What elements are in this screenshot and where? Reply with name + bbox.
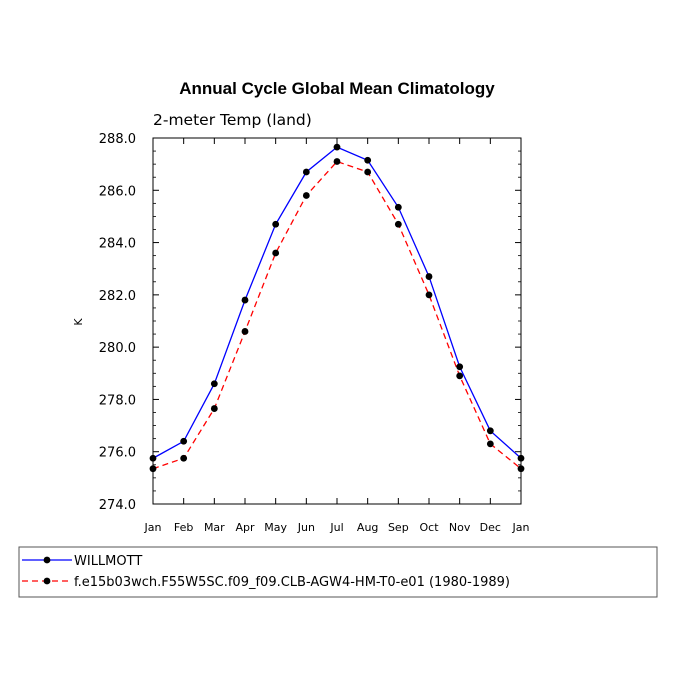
series-2-point	[241, 328, 249, 335]
chart-title: Annual Cycle Global Mean Climatology	[179, 79, 495, 98]
series-2-point	[272, 249, 280, 257]
legend-marker-series-2	[43, 577, 51, 585]
series-1-point	[456, 363, 464, 371]
x-tick-label: Jan	[144, 521, 162, 534]
series-2-point	[333, 158, 341, 165]
x-tick-label: May	[264, 521, 287, 534]
y-tick-label: 284.0	[99, 237, 136, 252]
series-2-point	[394, 220, 402, 228]
y-axis-label: K	[72, 318, 85, 326]
series-2-point	[456, 372, 464, 380]
series-1-point	[333, 143, 341, 151]
chart-subtitle: 2-meter Temp (land)	[153, 111, 312, 129]
series-1-point	[364, 156, 372, 164]
series-2-point	[180, 454, 188, 462]
x-tick-label: Feb	[174, 521, 193, 534]
series-2-point	[425, 291, 433, 299]
series-1-point	[180, 437, 188, 445]
series-2-point	[302, 192, 310, 199]
plot-frame	[152, 137, 522, 505]
legend: WILLMOTT f.e15b03wch.F55W5SC.f09_f09.CLB…	[18, 546, 658, 598]
x-tick-label: Jul	[329, 521, 343, 534]
x-tick-label: Apr	[235, 521, 255, 534]
x-tick-label: Jan	[512, 521, 530, 534]
x-tick-label: Nov	[449, 521, 471, 534]
series-1-point	[272, 220, 280, 228]
series-line-2	[152, 160, 522, 470]
x-tick-label: Mar	[204, 521, 225, 534]
y-tick-label: 276.0	[99, 446, 136, 461]
series-2-point	[364, 168, 372, 176]
series-1-point	[486, 427, 494, 435]
x-tick-label: Aug	[357, 521, 378, 534]
y-tick-label: 278.0	[99, 393, 136, 408]
series-2-point	[210, 405, 218, 412]
x-tick-label: Dec	[480, 521, 501, 534]
y-tick-label: 286.0	[99, 184, 136, 199]
y-tick-label: 274.0	[99, 498, 136, 513]
series-1-point	[394, 203, 402, 211]
y-tick-label: 280.0	[99, 341, 136, 356]
series-1-point	[210, 380, 218, 388]
x-tick-label: Jun	[297, 521, 315, 534]
legend-label-series-1: WILLMOTT	[74, 554, 142, 569]
series-1-point	[241, 296, 249, 304]
series-1-point	[302, 168, 310, 176]
legend-box	[18, 546, 658, 598]
series-1-point	[425, 273, 433, 280]
series-2-point	[486, 440, 494, 448]
axes: 274.0 276.0 278.0 280.0 282.0 284.0 286.0 288.0…	[99, 132, 530, 534]
x-tick-label: Oct	[419, 521, 439, 534]
legend-label-series-2: f.e15b03wch.F55W5SC.f09_f09.CLB-AGW4-HM-…	[74, 575, 510, 590]
series-line-1	[152, 146, 522, 459]
y-tick-label: 288.0	[99, 132, 136, 147]
series-layer	[149, 143, 525, 473]
x-tick-label: Sep	[388, 521, 409, 534]
legend-marker-series-1	[43, 556, 51, 564]
y-tick-label: 282.0	[99, 289, 136, 304]
